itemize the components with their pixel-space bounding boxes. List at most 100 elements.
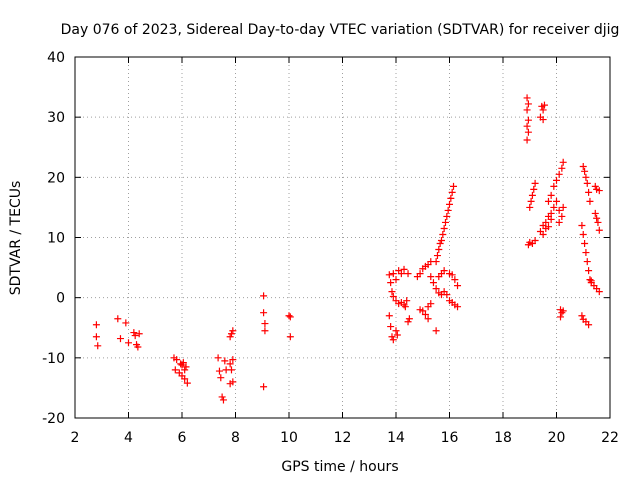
data-point bbox=[221, 357, 229, 365]
data-point bbox=[229, 327, 237, 335]
data-point bbox=[226, 333, 234, 341]
data-point bbox=[523, 94, 531, 102]
data-point bbox=[582, 173, 590, 181]
data-point bbox=[429, 279, 437, 287]
data-point bbox=[435, 246, 443, 254]
data-point bbox=[227, 366, 235, 374]
data-point bbox=[547, 209, 555, 217]
data-point bbox=[405, 315, 413, 323]
data-point bbox=[389, 292, 397, 300]
data-point bbox=[401, 303, 409, 311]
y-tick-label: 10 bbox=[47, 231, 65, 247]
data-point bbox=[578, 221, 586, 229]
data-point bbox=[173, 356, 181, 364]
data-point bbox=[448, 188, 456, 196]
data-point bbox=[388, 288, 396, 296]
data-point bbox=[385, 271, 393, 279]
data-point bbox=[217, 374, 225, 382]
data-point bbox=[539, 230, 547, 238]
data-point bbox=[285, 312, 293, 320]
data-point bbox=[586, 276, 594, 284]
data-point bbox=[540, 101, 548, 109]
data-point bbox=[550, 182, 558, 190]
data-point bbox=[432, 327, 440, 335]
y-axis-label: SDTVAR / TECUs bbox=[8, 181, 24, 296]
data-point bbox=[437, 237, 445, 245]
data-point bbox=[403, 297, 411, 305]
data-point bbox=[92, 333, 100, 341]
grid-layer bbox=[75, 57, 610, 418]
data-point bbox=[181, 366, 189, 374]
data-point bbox=[388, 333, 396, 341]
data-point bbox=[286, 333, 294, 341]
data-point bbox=[436, 240, 444, 248]
tick-layer: 2 4 6 8 10 12 14 16 18 20 22 -20 -10 0 10 20 30 40 bbox=[42, 50, 619, 446]
data-point bbox=[229, 356, 237, 364]
data-point bbox=[450, 182, 458, 190]
data-point bbox=[578, 312, 586, 320]
data-point bbox=[582, 249, 590, 257]
data-point bbox=[131, 332, 139, 340]
data-point bbox=[531, 179, 539, 187]
data-point bbox=[527, 197, 535, 205]
data-point bbox=[433, 252, 441, 260]
data-point bbox=[544, 197, 552, 205]
data-point bbox=[427, 273, 435, 281]
data-point bbox=[528, 191, 536, 199]
data-point bbox=[416, 270, 424, 278]
data-point bbox=[122, 319, 130, 327]
data-point bbox=[404, 270, 412, 278]
data-point bbox=[531, 237, 539, 245]
data-point bbox=[595, 226, 603, 234]
y-tick-label: -20 bbox=[42, 411, 65, 427]
data-point bbox=[595, 288, 603, 296]
data-point bbox=[424, 315, 432, 323]
data-point bbox=[524, 100, 532, 108]
data-point bbox=[440, 267, 448, 275]
data-point bbox=[116, 335, 124, 343]
data-point bbox=[595, 187, 603, 195]
y-tick-label: 20 bbox=[47, 170, 65, 186]
data-point bbox=[559, 203, 567, 211]
data-point bbox=[218, 393, 226, 401]
data-point bbox=[523, 122, 531, 130]
data-point bbox=[579, 230, 587, 238]
x-tick-label: 12 bbox=[334, 430, 352, 446]
data-point bbox=[400, 265, 408, 273]
y-tick-label: 40 bbox=[47, 50, 65, 66]
data-point bbox=[579, 163, 587, 171]
data-point bbox=[219, 396, 227, 404]
data-point bbox=[555, 218, 563, 226]
data-point bbox=[583, 179, 591, 187]
data-point bbox=[387, 323, 395, 331]
data-point bbox=[443, 212, 451, 220]
data-point bbox=[446, 200, 453, 208]
data-point bbox=[135, 330, 143, 338]
data-point bbox=[557, 313, 565, 321]
data-point bbox=[558, 212, 566, 220]
data-point bbox=[443, 291, 451, 299]
chart-title: Day 076 of 2023, Sidereal Day-to-day VTE… bbox=[61, 22, 620, 38]
data-point bbox=[181, 375, 189, 383]
data-point bbox=[539, 116, 547, 124]
data-point bbox=[555, 170, 563, 178]
x-tick-label: 4 bbox=[124, 430, 133, 446]
data-point bbox=[585, 321, 593, 329]
data-point bbox=[524, 116, 532, 124]
data-point bbox=[260, 309, 268, 317]
x-tick-label: 2 bbox=[71, 430, 80, 446]
data-point bbox=[448, 271, 456, 279]
data-point bbox=[594, 218, 602, 226]
data-point bbox=[454, 282, 462, 290]
data-point bbox=[400, 301, 408, 309]
data-point bbox=[214, 354, 222, 362]
data-point bbox=[389, 336, 397, 344]
data-point bbox=[451, 276, 459, 284]
data-point bbox=[441, 218, 449, 226]
data-point bbox=[130, 329, 138, 337]
data-point bbox=[125, 339, 132, 347]
data-point bbox=[393, 331, 401, 339]
data-point bbox=[523, 106, 531, 114]
data-point bbox=[419, 307, 427, 315]
